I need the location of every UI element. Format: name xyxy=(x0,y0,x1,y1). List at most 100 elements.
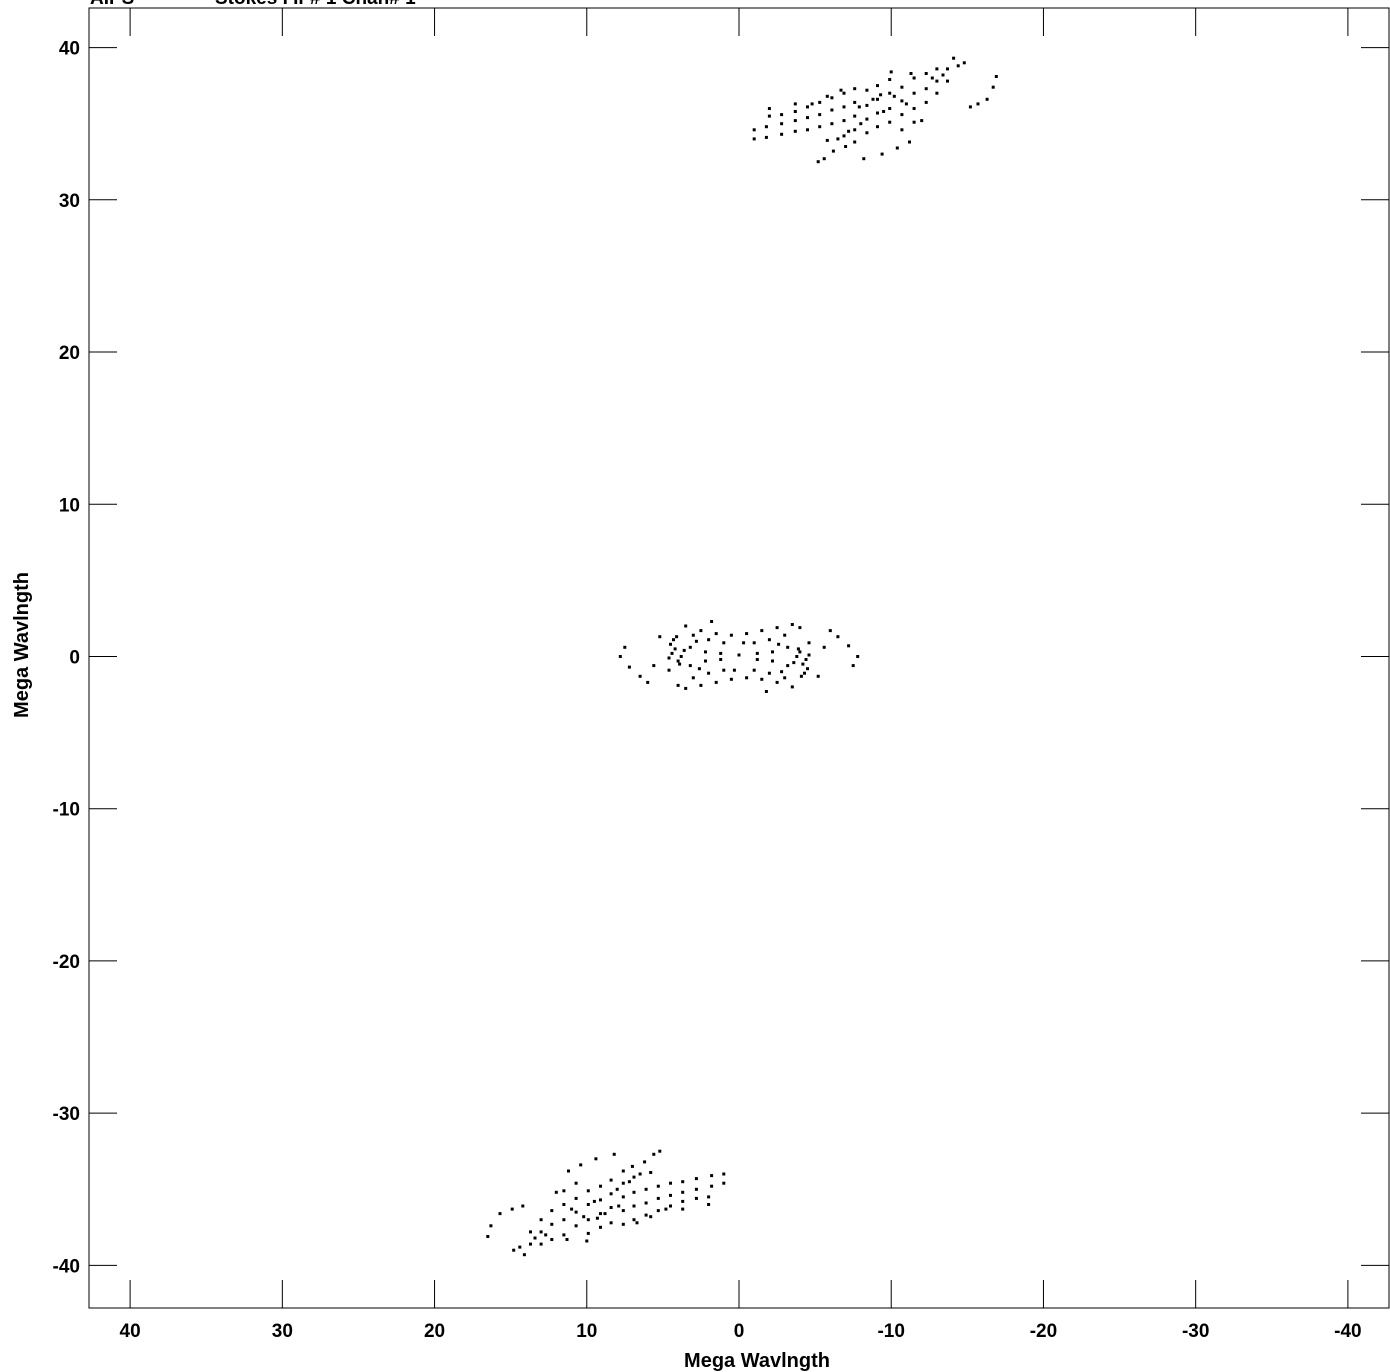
y-tick-labels: 40 30 20 10 0 -10 -20 -30 -40 xyxy=(53,39,80,1278)
uv-point xyxy=(752,137,756,141)
x-tick-label: -20 xyxy=(1030,1321,1057,1342)
uv-point xyxy=(707,638,711,642)
uv-point xyxy=(691,676,695,680)
uv-point xyxy=(804,658,808,661)
uv-point xyxy=(574,1224,578,1228)
uv-point xyxy=(752,668,756,672)
uv-point xyxy=(675,635,679,639)
x-tick-label: 40 xyxy=(120,1321,141,1342)
y-tick-label: 0 xyxy=(69,647,80,668)
uv-point xyxy=(562,1189,566,1193)
uv-point xyxy=(799,674,803,678)
uv-point xyxy=(888,120,892,124)
uv-point xyxy=(599,1212,602,1216)
uv-point xyxy=(562,1203,566,1206)
uv-point xyxy=(586,1203,590,1206)
y-tick-label: 20 xyxy=(59,343,80,364)
data-points xyxy=(486,56,998,1257)
uv-point xyxy=(767,671,771,675)
uv-point xyxy=(652,1152,656,1156)
uv-point xyxy=(818,113,822,117)
uv-point xyxy=(644,1187,648,1191)
uv-point xyxy=(652,664,656,668)
uv-point xyxy=(539,1218,543,1222)
uv-point xyxy=(888,78,892,81)
uv-point xyxy=(780,113,784,117)
uv-point xyxy=(818,100,822,104)
uv-point xyxy=(676,659,680,663)
uv-point xyxy=(865,103,869,107)
uv-point xyxy=(694,639,698,643)
uv-point xyxy=(818,125,822,129)
uv-point xyxy=(649,1215,653,1219)
uv-point xyxy=(656,1196,660,1200)
uv-point xyxy=(669,1181,672,1185)
uv-point xyxy=(806,667,809,671)
x-tick-label: 20 xyxy=(424,1321,445,1342)
uv-point xyxy=(586,1189,590,1193)
uv-point xyxy=(658,635,662,639)
uv-point xyxy=(830,96,834,100)
uv-point xyxy=(615,1187,619,1191)
uv-point xyxy=(644,1201,648,1205)
uv-point xyxy=(574,1210,578,1214)
uv-point xyxy=(586,1218,590,1222)
uv-point xyxy=(656,1184,660,1188)
uv-point xyxy=(946,67,949,71)
uv-point xyxy=(630,1164,634,1168)
uv-point xyxy=(550,1222,554,1226)
y-tick-label: 40 xyxy=(59,39,80,60)
uv-point xyxy=(704,650,707,654)
uv-point xyxy=(876,125,879,129)
uv-point xyxy=(764,125,768,129)
uv-point xyxy=(994,75,998,78)
uv-point xyxy=(856,655,860,658)
axis-ticks xyxy=(89,8,1389,1308)
uv-point xyxy=(550,1209,554,1213)
uv-point xyxy=(871,97,875,101)
y-tick-label: -30 xyxy=(53,1104,80,1125)
uv-point xyxy=(521,1204,525,1208)
uv-point xyxy=(649,1171,653,1174)
uv-point xyxy=(612,1152,616,1156)
uv-point xyxy=(682,648,686,652)
uv-point xyxy=(632,1190,636,1194)
uv-point xyxy=(924,100,928,104)
uv-point xyxy=(719,658,723,661)
x-tick-labels: 40 30 20 10 0 -10 -20 -30 -40 xyxy=(120,1321,1362,1342)
uv-point xyxy=(643,1160,647,1164)
uv-point xyxy=(533,1236,537,1240)
uv-point xyxy=(920,119,924,123)
uv-point xyxy=(632,1218,636,1222)
uv-point xyxy=(786,645,790,649)
uv-point xyxy=(786,664,790,668)
uv-point xyxy=(646,680,650,684)
uv-point xyxy=(522,1253,526,1257)
uv-point xyxy=(714,632,718,636)
uv-point xyxy=(722,1172,726,1176)
uv-point xyxy=(688,664,692,668)
uv-point xyxy=(771,650,774,654)
x-axis-title: Mega Wavlngth xyxy=(684,1350,830,1372)
uv-point xyxy=(806,128,809,132)
uv-point xyxy=(699,683,703,687)
uv-point xyxy=(714,680,718,684)
uv-point xyxy=(810,102,814,106)
uv-point xyxy=(900,99,904,103)
uv-point xyxy=(539,1230,543,1234)
uv-point xyxy=(656,1209,660,1213)
uv-point xyxy=(710,620,714,623)
uv-point xyxy=(767,114,771,118)
uv-point xyxy=(570,1207,574,1211)
x-tick-label: 10 xyxy=(576,1321,597,1342)
uv-point xyxy=(780,670,784,674)
uv-point xyxy=(623,645,627,649)
uv-point xyxy=(676,683,680,687)
uv-point xyxy=(618,655,622,658)
uv-point xyxy=(678,662,682,666)
uv-point xyxy=(912,91,916,95)
uv-point xyxy=(669,1193,672,1197)
uv-point xyxy=(889,70,893,74)
uv-point xyxy=(512,1248,516,1252)
uv-point xyxy=(935,67,939,71)
